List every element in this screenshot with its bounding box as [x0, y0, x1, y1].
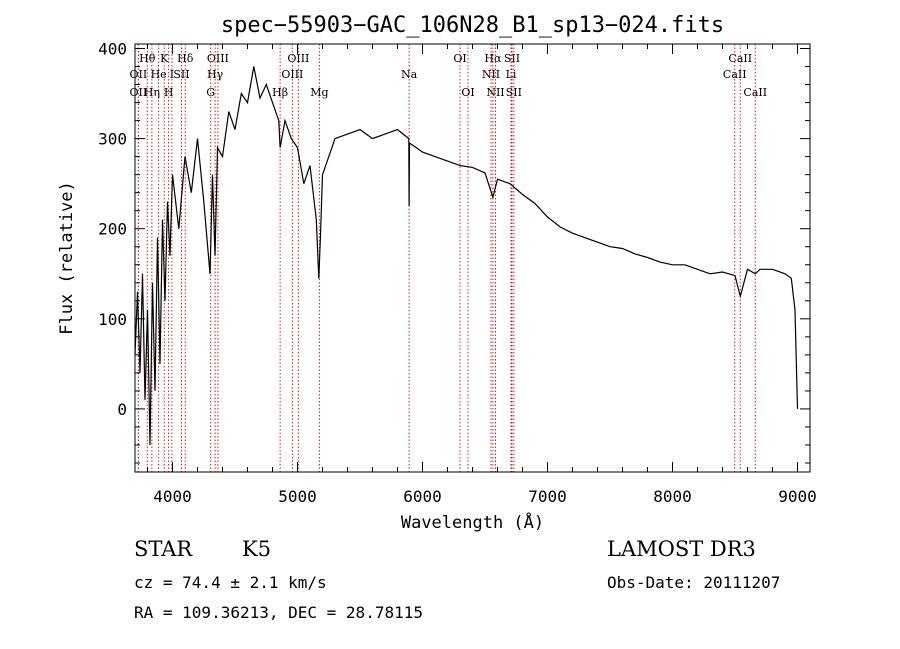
line-label: SII: [504, 52, 520, 65]
survey-release: LAMOST DR3: [607, 537, 756, 561]
line-label: Hβ: [272, 86, 288, 99]
line-label: SII: [506, 86, 522, 99]
line-label: K: [160, 52, 169, 65]
y-axis-label: Flux (relative): [57, 181, 77, 335]
line-label: Li: [506, 68, 517, 81]
observation-date: Obs-Date: 20111207: [607, 573, 781, 592]
x-tick-label: 4000: [153, 487, 192, 506]
line-label: Hη: [144, 86, 160, 99]
object-subclass: K5: [242, 537, 272, 561]
line-label: NII: [482, 68, 500, 81]
line-label: SII: [173, 68, 189, 81]
chart-title: spec−55903−GAC_106N28_B1_sp13−024.fits: [221, 13, 724, 38]
line-label: OIII: [207, 52, 229, 65]
line-label: CaII: [743, 86, 767, 99]
line-label: OI: [461, 86, 474, 99]
line-label: NII: [486, 86, 504, 99]
line-label: OIII: [281, 68, 303, 81]
line-label: Hγ: [207, 68, 224, 81]
x-axis-label: Wavelength (Å): [401, 511, 544, 533]
x-tick-label: 9000: [778, 487, 817, 506]
line-label: Hθ: [139, 52, 156, 65]
spectrum-line: [134, 66, 799, 446]
line-label: Hδ: [177, 52, 194, 65]
line-label: Na: [401, 68, 418, 81]
line-label: G: [206, 86, 215, 99]
y-tick-label: 400: [98, 40, 127, 59]
line-label: CaII: [723, 68, 747, 81]
x-tick-label: 5000: [278, 487, 317, 506]
line-label: I: [170, 68, 174, 81]
line-label: OII: [130, 68, 148, 81]
object-class: STAR: [134, 537, 193, 561]
line-label: OII: [130, 86, 148, 99]
x-tick-label: 8000: [653, 487, 692, 506]
plot-frame: [134, 43, 811, 473]
line-label: OIII: [287, 52, 309, 65]
sky-coordinates: RA = 109.36213, DEC = 28.78115: [134, 603, 423, 622]
line-label: He: [151, 68, 167, 81]
line-label: H: [164, 86, 174, 99]
y-tick-label: 0: [117, 400, 127, 419]
line-label: OI: [453, 52, 466, 65]
line-label: Mg: [310, 86, 328, 99]
y-tick-label: 200: [98, 220, 127, 239]
x-tick-label: 7000: [528, 487, 567, 506]
redshift-velocity: cz = 74.4 ± 2.1 km/s: [134, 573, 327, 592]
y-tick-label: 100: [98, 310, 127, 329]
line-label: CaII: [728, 52, 752, 65]
x-tick-label: 6000: [403, 487, 442, 506]
y-tick-label: 300: [98, 130, 127, 149]
line-label: Hα: [484, 52, 502, 65]
